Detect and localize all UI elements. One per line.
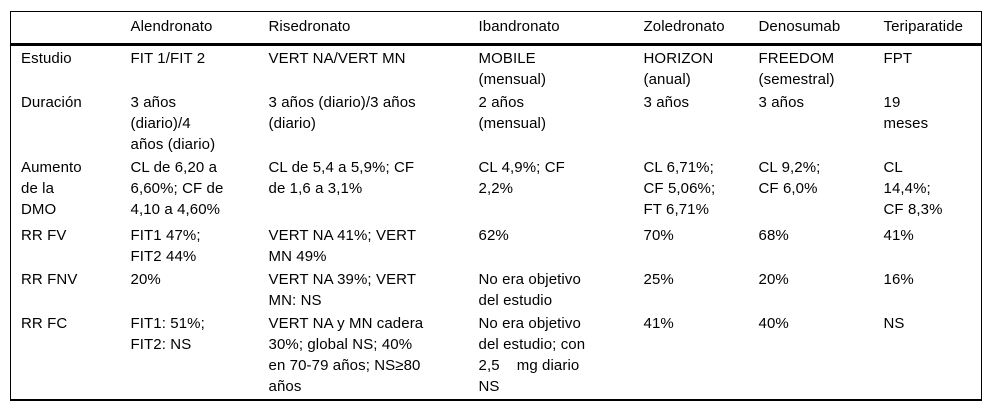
row-estudio: Estudio FIT 1/FIT 2 VERT NA/VERT MN MOBI… — [11, 45, 982, 91]
cell: 3 años — [643, 94, 690, 111]
header-row: Alendronato Risedronato Ibandronato Zole… — [10, 11, 982, 46]
row-rr-fnv: RR FNV 20% VERT NA 39%; VERT MN: NS No e… — [11, 267, 982, 311]
cell: 3 años — [758, 94, 805, 111]
cell: CL de 6,20 a 6,60%; CF de 4,10 a 4,60% — [130, 159, 224, 218]
row-label: RR FNV — [21, 271, 78, 288]
cell: 3 años (diario)/4 años (diario) — [130, 94, 216, 153]
row-label: RR FC — [21, 315, 68, 332]
cell: HORIZON (anual) — [643, 50, 714, 88]
cell: 16% — [883, 271, 914, 288]
cell: FIT1 47%; FIT2 44% — [130, 227, 201, 265]
row-aumento-dmo: Aumento de la DMO CL de 6,20 a 6,60%; CF… — [11, 155, 982, 223]
cell: 70% — [643, 227, 674, 244]
cell: No era objetivo del estudio — [478, 271, 581, 309]
cell: 40% — [758, 315, 789, 332]
cell: CL 14,4%; CF 8,3% — [883, 159, 943, 218]
row-label: Estudio — [21, 50, 72, 67]
cell: VERT NA 39%; VERT MN: NS — [268, 271, 417, 309]
row-label: Duración — [21, 94, 82, 111]
cell: CL 9,2%; CF 6,0% — [758, 159, 821, 197]
header-cell-risedronato: Risedronato — [260, 11, 471, 46]
drug-comparison-table: Alendronato Risedronato Ibandronato Zole… — [10, 11, 982, 401]
row-rr-fc: RR FC FIT1: 51%; FIT2: NS VERT NA y MN c… — [11, 311, 982, 400]
cell: 41% — [643, 315, 674, 332]
row-duracion: Duración 3 años (diario)/4 años (diario)… — [11, 90, 982, 155]
header-cell-denosumab: Denosumab — [750, 11, 876, 46]
cell: 20% — [758, 271, 789, 288]
cell: FREEDOM (semestral) — [758, 50, 835, 88]
cell: 3 años (diario)/3 años (diario) — [268, 94, 416, 132]
cell: FIT1: 51%; FIT2: NS — [130, 315, 205, 353]
cell: 20% — [130, 271, 161, 288]
cell: VERT NA/VERT MN — [268, 50, 406, 67]
row-label: Aumento de la DMO — [21, 159, 82, 218]
page: Alendronato Risedronato Ibandronato Zole… — [10, 11, 982, 401]
header-cell-empty — [10, 11, 123, 46]
cell: CL 4,9%; CF 2,2% — [478, 159, 565, 197]
row-rr-fv: RR FV FIT1 47%; FIT2 44% VERT NA 41%; VE… — [11, 223, 982, 267]
cell: VERT NA 41%; VERT MN 49% — [268, 227, 417, 265]
cell: 19 meses — [883, 94, 929, 132]
cell: FPT — [883, 50, 913, 67]
cell: VERT NA y MN cadera 30%; global NS; 40% … — [268, 315, 424, 395]
cell: 25% — [643, 271, 674, 288]
header-cell-alendronato: Alendronato — [122, 11, 261, 46]
cell: 68% — [758, 227, 789, 244]
cell: MOBILE (mensual) — [478, 50, 547, 88]
cell: CL de 5,4 a 5,9%; CF de 1,6 a 3,1% — [268, 159, 415, 197]
cell: FIT 1/FIT 2 — [130, 50, 206, 67]
cell: CL 6,71%; CF 5,06%; FT 6,71% — [643, 159, 716, 218]
header-cell-zoledronato: Zoledronato — [635, 11, 751, 46]
header-cell-teriparatide: Teriparatide — [875, 11, 982, 46]
cell: 62% — [478, 227, 509, 244]
cell: 41% — [883, 227, 914, 244]
cell: No era objetivo del estudio; con 2,5 mg … — [478, 315, 586, 395]
row-label: RR FV — [21, 227, 67, 244]
cell: 2 años (mensual) — [478, 94, 547, 132]
cell: NS — [883, 315, 905, 332]
header-cell-ibandronato: Ibandronato — [470, 11, 636, 46]
